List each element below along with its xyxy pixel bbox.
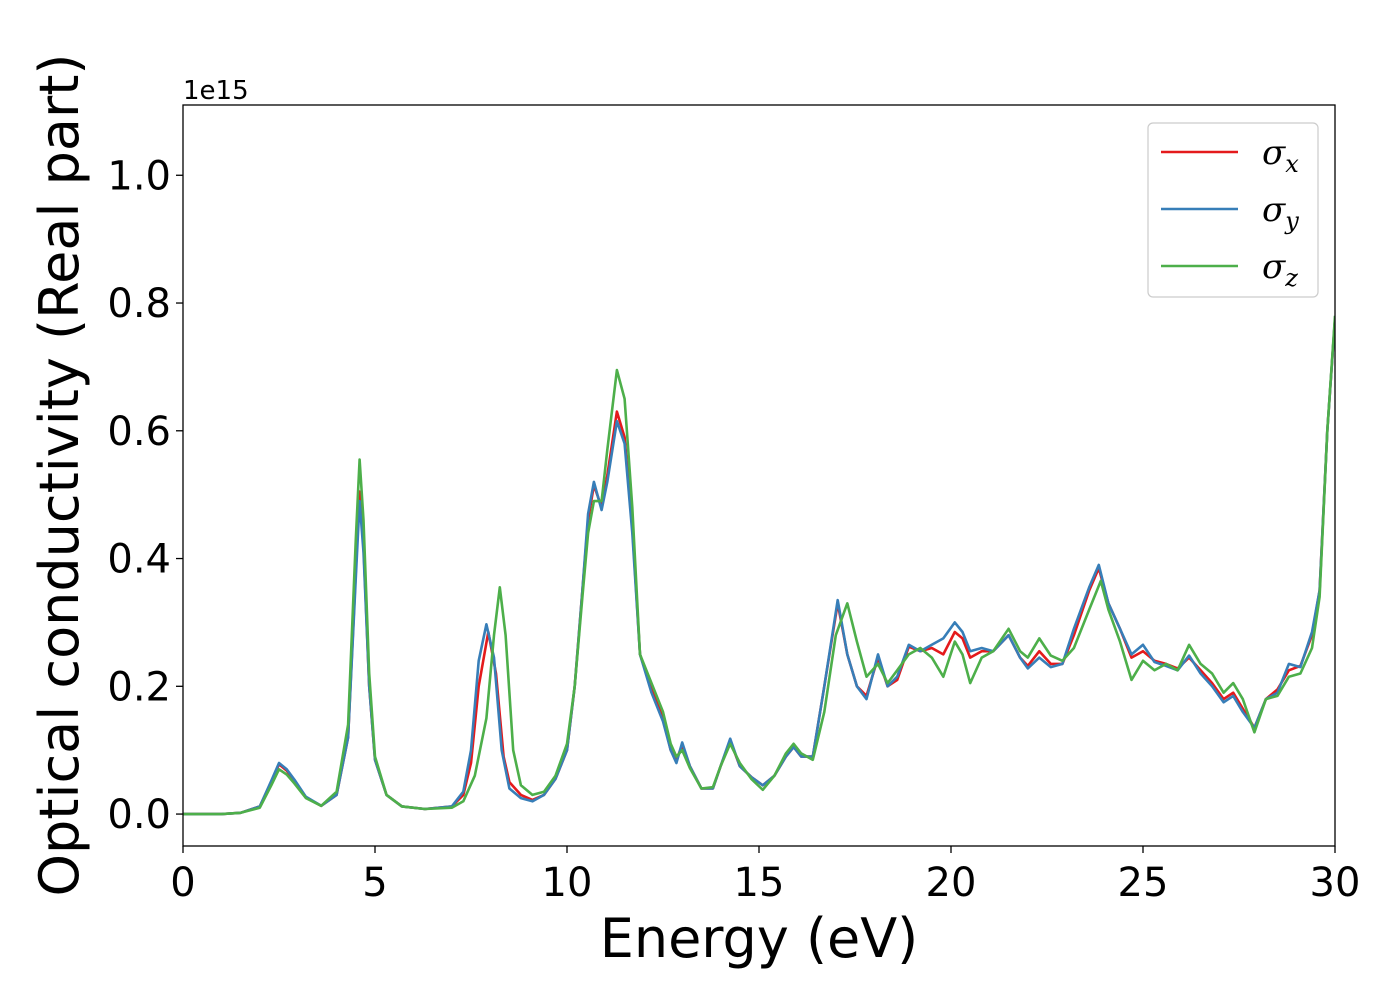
plot-lines [183, 315, 1335, 816]
y-axis: 0.0 0.2 0.4 0.6 0.8 1.0 [107, 153, 183, 838]
y-tick-label: 0.2 [107, 664, 171, 710]
y-tick-label: 1.0 [107, 153, 171, 199]
y-tick-label: 0.0 [107, 792, 171, 838]
x-axis-title: Energy (eV) [600, 907, 919, 970]
x-tick-label: 30 [1310, 860, 1361, 906]
y-tick-label: 0.6 [107, 409, 171, 455]
series-line-z [183, 315, 1335, 816]
x-tick-label: 25 [1118, 860, 1169, 906]
x-tick-label: 20 [926, 860, 977, 906]
x-axis: 0 5 10 15 20 25 30 [170, 846, 1360, 906]
y-offset-label: 1e15 [183, 76, 249, 106]
y-tick-label: 0.8 [107, 281, 171, 327]
x-tick-label: 5 [362, 860, 387, 906]
y-axis-title: Optical conductivity (Real part) [28, 54, 91, 897]
x-tick-label: 15 [734, 860, 785, 906]
x-tick-label: 10 [542, 860, 593, 906]
x-tick-label: 0 [170, 860, 195, 906]
y-tick-label: 0.4 [107, 537, 171, 583]
